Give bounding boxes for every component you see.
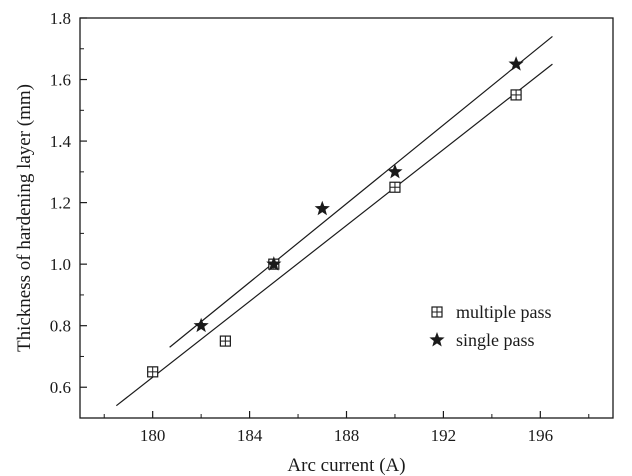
x-tick-label: 184	[237, 426, 263, 445]
data-point-multiple-pass	[510, 89, 522, 101]
y-tick-label: 0.8	[50, 317, 71, 336]
y-axis-label: Thickness of hardening layer (mm)	[14, 84, 35, 352]
data-point-multiple-pass	[147, 366, 159, 378]
x-axis-label: Arc current (A)	[287, 455, 405, 476]
fit-line-multiple-pass	[115, 63, 553, 407]
axes: 180 184 188 192 196 0.6 0.8 1.0 1.2 1.4 1.6 1.8	[50, 9, 614, 445]
data-markers	[147, 56, 524, 378]
data-point-multiple-pass	[219, 335, 231, 347]
legend-item-multiple-pass: multiple pass	[431, 302, 552, 322]
data-point-single-pass	[266, 256, 282, 271]
legend-marker-single-pass	[429, 332, 445, 347]
y-tick-label: 1.0	[50, 255, 71, 274]
data-point-single-pass	[193, 317, 209, 333]
legend: multiple pass single pass	[429, 302, 552, 350]
data-point-single-pass	[508, 56, 524, 71]
y-tick-label: 1.8	[50, 9, 71, 28]
fit-lines	[115, 35, 553, 407]
legend-item-single-pass: single pass	[429, 330, 535, 350]
data-point-single-pass	[314, 200, 330, 216]
y-tick-label: 0.6	[50, 378, 71, 397]
fit-line-single-pass	[169, 35, 553, 348]
data-point-single-pass	[387, 163, 403, 179]
legend-label-multiple-pass: multiple pass	[456, 302, 552, 322]
y-tick-label: 1.2	[50, 194, 71, 213]
legend-marker-multiple-pass	[431, 306, 443, 318]
x-tick-label: 188	[334, 426, 360, 445]
y-tick-label: 1.6	[50, 71, 71, 90]
x-tick-label: 196	[528, 426, 554, 445]
plot-frame	[79, 17, 614, 419]
x-tick-label: 180	[140, 426, 166, 445]
legend-label-single-pass: single pass	[456, 330, 535, 350]
y-tick-label: 1.4	[50, 132, 72, 151]
data-point-multiple-pass	[389, 181, 401, 193]
x-tick-label: 192	[431, 426, 457, 445]
